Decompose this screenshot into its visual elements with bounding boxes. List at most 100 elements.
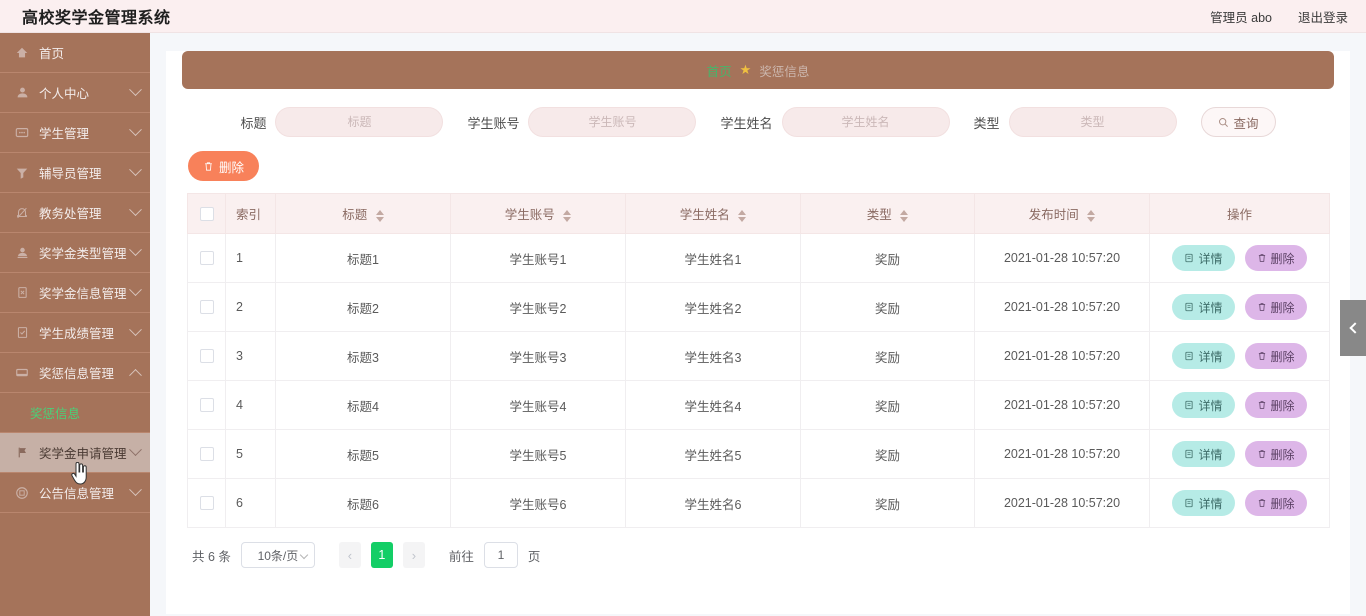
search-button-label: 查询 (1233, 116, 1259, 131)
table-header: 索引 标题 学生账号 学生姓名 (187, 193, 1330, 234)
cell-account: 学生账号6 (450, 478, 626, 528)
chevron-down-icon (129, 123, 142, 137)
sort-icon[interactable] (375, 209, 384, 222)
sidebar-item-counselor-mgmt[interactable]: 辅导员管理 (0, 153, 150, 193)
header-name[interactable]: 学生姓名 (625, 193, 801, 234)
row-checkbox-cell[interactable] (187, 429, 226, 479)
header-title[interactable]: 标题 (275, 193, 451, 234)
search-input-account[interactable] (528, 107, 697, 137)
header-account[interactable]: 学生账号 (450, 193, 626, 234)
bulk-delete-button[interactable]: 删除 (188, 151, 260, 181)
prev-page-button[interactable]: ‹ (338, 542, 361, 568)
trash-icon (1258, 254, 1265, 262)
sidebar-item-notice-mgmt[interactable]: 公告信息管理 (0, 473, 150, 513)
row-detail-button[interactable]: 详情 (1172, 490, 1235, 516)
row-delete-button[interactable]: 删除 (1244, 245, 1307, 271)
row-checkbox[interactable] (199, 398, 214, 413)
header-name-label: 学生姓名 (679, 208, 730, 222)
row-detail-label: 详情 (1198, 251, 1223, 266)
sort-icon[interactable] (1087, 209, 1096, 222)
jump-page-input[interactable] (483, 542, 518, 568)
sidebar-item-student-mgmt[interactable]: 学生管理 (0, 113, 150, 153)
chevron-down-icon (129, 483, 142, 497)
row-checkbox-cell[interactable] (187, 233, 226, 283)
chevron-down-icon (129, 283, 142, 297)
cell-account: 学生账号2 (450, 282, 626, 332)
page-size-select[interactable]: 10条/页 (240, 542, 315, 568)
cell-type: 奖励 (800, 478, 975, 528)
cell-account: 学生账号3 (450, 331, 626, 381)
header-type[interactable]: 类型 (800, 193, 975, 234)
row-detail-button[interactable]: 详情 (1172, 343, 1235, 369)
row-detail-button[interactable]: 详情 (1172, 294, 1235, 320)
panel-collapse-handle[interactable] (1340, 300, 1366, 356)
cell-account: 学生账号4 (450, 380, 626, 430)
sidebar-item-scholarship-apply[interactable]: 奖学金申请管理 (0, 433, 150, 473)
cell-time: 2021-01-28 10:57:20 (974, 233, 1150, 283)
search-input-name[interactable] (781, 107, 950, 137)
file-icon (1185, 449, 1194, 459)
sort-icon[interactable] (900, 209, 909, 222)
row-checkbox-cell[interactable] (187, 331, 226, 381)
header-operations: 操作 (1149, 193, 1330, 234)
row-checkbox[interactable] (199, 251, 214, 266)
row-detail-button[interactable]: 详情 (1172, 392, 1235, 418)
row-delete-label: 删除 (1270, 496, 1295, 511)
pagination: 共 6 条 10条/页 ‹ 1 › 前往 页 (166, 528, 1350, 568)
file-icon (1185, 253, 1194, 263)
cell-index: 3 (225, 331, 276, 381)
header-index: 索引 (225, 193, 276, 234)
page-number-1[interactable]: 1 (370, 542, 393, 568)
trash-icon (1258, 303, 1265, 311)
sidebar-item-personal-center[interactable]: 个人中心 (0, 73, 150, 113)
row-delete-button[interactable]: 删除 (1244, 294, 1307, 320)
row-detail-button[interactable]: 详情 (1172, 245, 1235, 271)
sidebar-item-scholarship-type[interactable]: 奖学金类型管理 (0, 233, 150, 273)
row-checkbox[interactable] (199, 447, 214, 462)
cell-time: 2021-01-28 10:57:20 (974, 380, 1150, 430)
next-page-button[interactable]: › (402, 542, 425, 568)
row-delete-button[interactable]: 删除 (1244, 392, 1307, 418)
search-button[interactable]: 查询 (1200, 107, 1276, 137)
cell-title: 标题3 (275, 331, 451, 381)
cell-time: 2021-01-28 10:57:20 (974, 429, 1150, 479)
sidebar-item-label: 首页 (39, 47, 65, 61)
row-detail-label: 详情 (1198, 398, 1223, 413)
sidebar-item-academic-affairs[interactable]: 教务处管理 (0, 193, 150, 233)
row-delete-label: 删除 (1270, 300, 1295, 315)
cell-time: 2021-01-28 10:57:20 (974, 282, 1150, 332)
sort-icon[interactable] (563, 209, 572, 222)
sidebar-item-reward-punish-mgmt[interactable]: 奖惩信息管理 (0, 353, 150, 393)
cell-name: 学生姓名6 (625, 478, 801, 528)
table-body: 1 标题1 学生账号1 学生姓名1 奖励 2021-01-28 10:57:20 详情 删除 2… (187, 233, 1330, 528)
header-select-all[interactable] (187, 193, 226, 234)
logout-link[interactable]: 退出登录 (1297, 10, 1348, 25)
sort-icon[interactable] (738, 209, 747, 222)
row-checkbox[interactable] (199, 300, 214, 315)
row-delete-button[interactable]: 删除 (1244, 441, 1307, 467)
search-input-title[interactable] (275, 107, 444, 137)
row-checkbox-cell[interactable] (187, 282, 226, 332)
row-delete-button[interactable]: 删除 (1244, 343, 1307, 369)
page-title: 高校奖学金管理系统 (22, 10, 171, 27)
sidebar-subitem-reward-punish-info[interactable]: 奖惩信息 (0, 393, 150, 433)
sidebar-item-label: 教务处管理 (39, 207, 102, 221)
row-detail-button[interactable]: 详情 (1172, 441, 1235, 467)
table-row: 2 标题2 学生账号2 学生姓名2 奖励 2021-01-28 10:57:20 详情 删除 (187, 282, 1330, 332)
row-detail-label: 详情 (1198, 447, 1223, 462)
trash-icon (205, 161, 212, 171)
breadcrumb-home-link[interactable]: 首页 (706, 64, 732, 79)
header-time[interactable]: 发布时间 (974, 193, 1150, 234)
select-all-checkbox[interactable] (199, 206, 214, 221)
row-checkbox-cell[interactable] (187, 380, 226, 430)
cell-title: 标题4 (275, 380, 451, 430)
sidebar-item-home[interactable]: 首页 (0, 33, 150, 73)
row-checkbox[interactable] (199, 496, 214, 511)
row-delete-button[interactable]: 删除 (1244, 490, 1307, 516)
search-filter-bar: 标题 学生账号 学生姓名 类型 查询 (182, 89, 1334, 137)
search-input-type[interactable] (1008, 107, 1177, 137)
row-checkbox-cell[interactable] (187, 478, 226, 528)
sidebar-item-student-grades[interactable]: 学生成绩管理 (0, 313, 150, 353)
sidebar-item-scholarship-info[interactable]: 奖学金信息管理 (0, 273, 150, 313)
row-checkbox[interactable] (199, 349, 214, 364)
